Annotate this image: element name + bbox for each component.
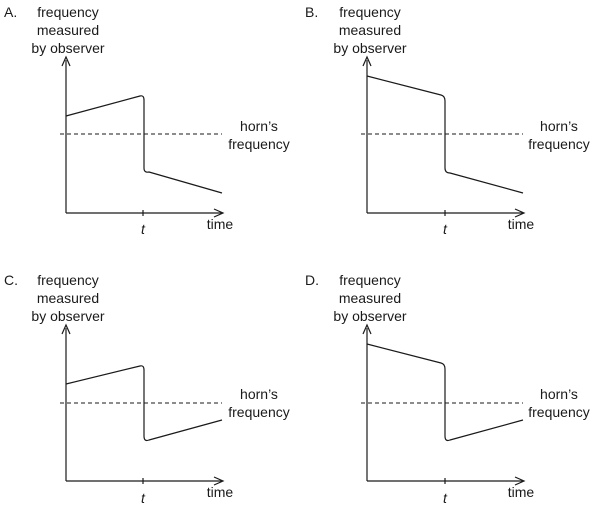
reference-label-line-2: frequency bbox=[228, 136, 289, 152]
y-axis-arrowhead bbox=[61, 323, 71, 335]
y-axis-label-line-1: frequency bbox=[339, 4, 400, 20]
t-label: t bbox=[141, 490, 146, 506]
graph-c: C. frequency measured by observer t time… bbox=[4, 272, 290, 506]
t-label: t bbox=[141, 221, 146, 237]
reference-label-line-1: horn’s bbox=[540, 386, 578, 402]
x-axis-arrowhead bbox=[213, 476, 225, 486]
graph-d: D. frequency measured by observer t time… bbox=[305, 272, 590, 506]
y-axis-arrowhead bbox=[362, 323, 372, 335]
x-axis-arrowhead bbox=[514, 208, 526, 218]
y-axis-label-line-3: by observer bbox=[333, 308, 406, 324]
y-axis-label-line-1: frequency bbox=[37, 4, 98, 20]
reference-label-line-2: frequency bbox=[228, 404, 289, 420]
graph-a: A. frequency measured by observer t time… bbox=[4, 4, 290, 237]
reference-label-line-1: horn’s bbox=[240, 118, 278, 134]
y-axis-label-line-2: measured bbox=[339, 290, 401, 306]
t-label: t bbox=[443, 490, 448, 506]
frequency-curve bbox=[65, 95, 223, 194]
y-axis-label-line-3: by observer bbox=[31, 40, 104, 56]
x-axis-arrowhead bbox=[213, 208, 225, 218]
y-axis-label-line-2: measured bbox=[37, 22, 99, 38]
x-axis-label: time bbox=[508, 216, 535, 232]
x-axis-label: time bbox=[508, 484, 535, 500]
reference-label-line-1: horn’s bbox=[540, 118, 578, 134]
frequency-curve bbox=[366, 75, 524, 194]
t-label: t bbox=[443, 221, 448, 237]
option-panel-d[interactable]: D. frequency measured by observer t time… bbox=[301, 262, 601, 517]
x-axis-arrowhead bbox=[514, 476, 526, 486]
option-panel-c[interactable]: C. frequency measured by observer t time… bbox=[0, 262, 300, 517]
y-axis-label-line-2: measured bbox=[37, 290, 99, 306]
option-letter: D. bbox=[305, 272, 319, 288]
reference-label-line-2: frequency bbox=[528, 136, 589, 152]
x-axis-label: time bbox=[207, 484, 234, 500]
option-panel-a[interactable]: A. frequency measured by observer t time… bbox=[0, 0, 300, 255]
x-axis-label: time bbox=[207, 216, 234, 232]
y-axis-arrowhead bbox=[362, 55, 372, 67]
y-axis-label-line-3: by observer bbox=[333, 40, 406, 56]
frequency-curve bbox=[65, 365, 223, 442]
option-letter: A. bbox=[4, 4, 17, 20]
graph-b: B. frequency measured by observer t time… bbox=[305, 4, 590, 237]
option-letter: C. bbox=[4, 272, 18, 288]
option-panel-b[interactable]: B. frequency measured by observer t time… bbox=[301, 0, 601, 255]
y-axis-label-line-1: frequency bbox=[37, 272, 98, 288]
y-axis-label-line-3: by observer bbox=[31, 308, 104, 324]
y-axis-arrowhead bbox=[61, 55, 71, 67]
reference-label-line-1: horn’s bbox=[240, 386, 278, 402]
option-letter: B. bbox=[305, 4, 318, 20]
y-axis-label-line-1: frequency bbox=[339, 272, 400, 288]
frequency-curve bbox=[366, 343, 524, 442]
reference-label-line-2: frequency bbox=[528, 404, 589, 420]
y-axis-label-line-2: measured bbox=[339, 22, 401, 38]
